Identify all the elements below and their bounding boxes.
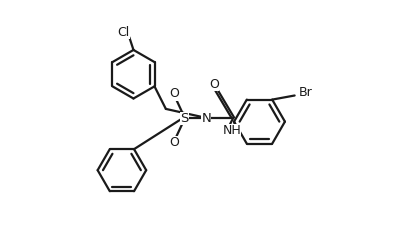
Text: N: N bbox=[202, 112, 211, 125]
Text: Cl: Cl bbox=[118, 26, 130, 39]
Text: Br: Br bbox=[299, 86, 313, 99]
Text: NH: NH bbox=[222, 124, 241, 137]
Text: O: O bbox=[169, 87, 179, 100]
Text: S: S bbox=[180, 112, 188, 125]
Text: O: O bbox=[209, 78, 220, 91]
Text: O: O bbox=[169, 136, 179, 149]
